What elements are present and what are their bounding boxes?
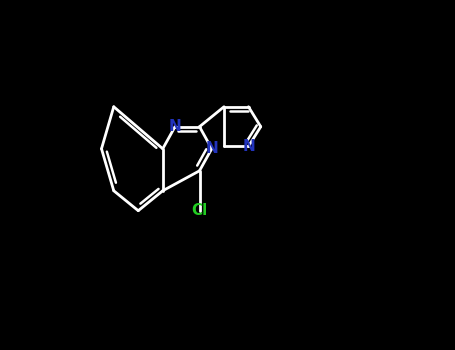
Text: N: N bbox=[169, 119, 182, 134]
Text: N: N bbox=[205, 141, 218, 156]
Text: Cl: Cl bbox=[192, 203, 207, 218]
Text: N: N bbox=[242, 139, 255, 154]
